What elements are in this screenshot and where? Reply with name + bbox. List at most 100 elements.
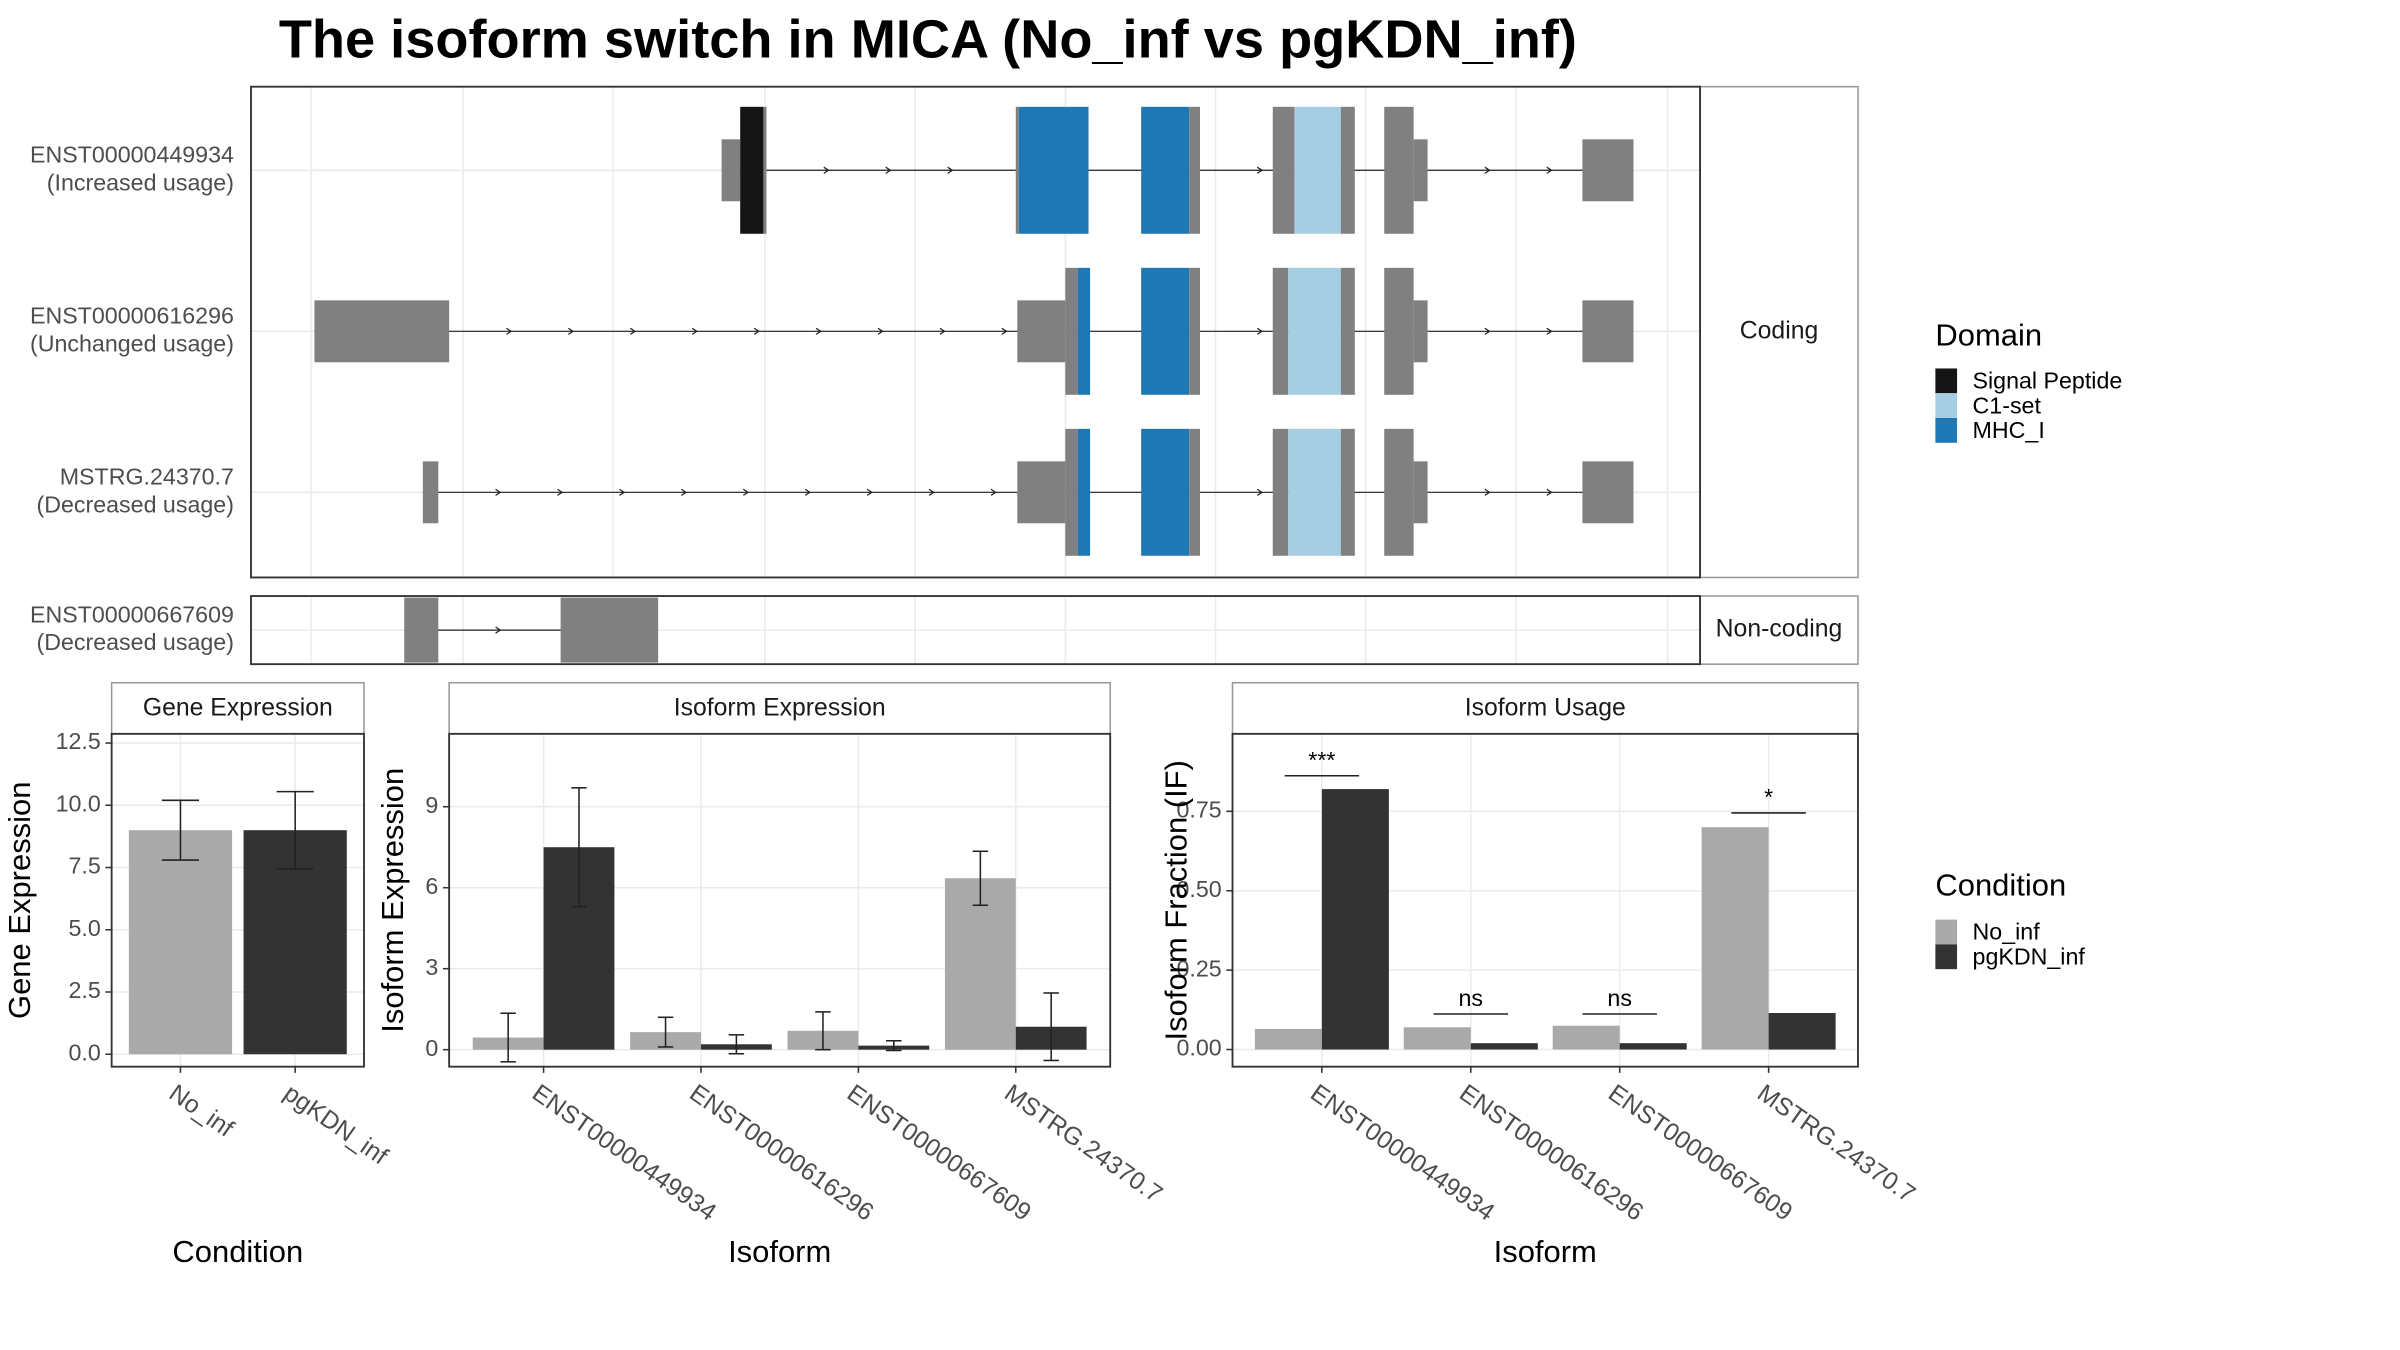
domain-exon xyxy=(1288,267,1341,395)
significance-label: * xyxy=(1764,784,1773,810)
significance-label: ns xyxy=(1607,985,1632,1011)
y-tick-label: 3 xyxy=(425,954,438,980)
exon xyxy=(1413,461,1428,524)
panel-border xyxy=(250,595,1701,666)
bar xyxy=(1552,1025,1620,1050)
exon xyxy=(1413,300,1428,363)
y-tick-label: 9 xyxy=(425,792,438,818)
y-tick-label: 0.50 xyxy=(1176,876,1221,902)
bar xyxy=(1254,1028,1322,1050)
y-tick-label: 5.0 xyxy=(69,915,101,941)
intron-arrow xyxy=(877,327,884,335)
transcript-label: (Increased usage) xyxy=(47,169,234,195)
intron-arrow xyxy=(1484,327,1491,335)
legend-label: No_inf xyxy=(1973,919,2041,945)
exon xyxy=(1065,428,1078,556)
intron-arrow xyxy=(815,327,822,335)
intron-arrow xyxy=(1001,327,1008,335)
y-tick-label: 0.00 xyxy=(1176,1035,1221,1061)
exon xyxy=(1384,428,1414,556)
legend-label: Signal Peptide xyxy=(1973,368,2123,394)
bar xyxy=(1403,1027,1471,1050)
domain-exon xyxy=(1288,428,1341,556)
exon xyxy=(1065,267,1078,395)
exon xyxy=(1384,267,1414,395)
bar xyxy=(1470,1043,1538,1050)
intron-arrow xyxy=(495,488,502,496)
strip-label: Isoform Usage xyxy=(1465,695,1626,722)
exon xyxy=(1189,267,1200,395)
x-tick-label: MSTRG.24370.7 xyxy=(999,1080,1167,1209)
intron-arrow xyxy=(753,327,760,335)
exon xyxy=(1189,428,1200,556)
y-tick-label: 0.0 xyxy=(69,1039,101,1065)
exon xyxy=(1340,106,1355,234)
intron-arrow xyxy=(1256,488,1264,496)
domain-exon xyxy=(1077,428,1091,556)
exon xyxy=(1272,267,1289,395)
intron-arrow xyxy=(928,488,935,496)
intron-arrow xyxy=(1546,166,1553,174)
y-tick-label: 7.5 xyxy=(69,853,101,879)
intron-arrow xyxy=(1484,488,1491,496)
exon xyxy=(763,106,767,234)
strip xyxy=(1699,595,1859,665)
y-tick-label: 2.5 xyxy=(69,977,101,1003)
intron-arrow xyxy=(557,488,564,496)
intron-arrow xyxy=(866,488,873,496)
transcript-name: ENST00000667609 xyxy=(30,601,234,627)
exon xyxy=(1015,106,1019,234)
exon xyxy=(560,597,659,663)
exon xyxy=(1272,428,1289,556)
exon xyxy=(1340,267,1355,395)
intron-arrow xyxy=(506,327,513,335)
exon xyxy=(1340,428,1355,556)
transcript-label: (Decreased usage) xyxy=(36,629,233,655)
intron-arrow xyxy=(1256,327,1264,335)
legend-key xyxy=(1935,418,1958,443)
strip xyxy=(1231,681,1859,735)
panel-border xyxy=(1231,732,1859,1068)
significance-label: ns xyxy=(1459,985,1484,1011)
x-tick-label: No_inf xyxy=(164,1080,238,1143)
legend-title: Condition xyxy=(1935,867,2066,902)
intron-arrow xyxy=(742,488,750,496)
intron-arrow xyxy=(1546,488,1553,496)
legend-key xyxy=(1935,393,1958,419)
legend-key xyxy=(1935,919,1958,945)
y-axis-title: Gene Expression xyxy=(2,782,37,1019)
x-axis-title: Isoform xyxy=(1494,1234,1597,1269)
y-tick-label: 10.0 xyxy=(56,790,101,816)
exon xyxy=(1017,461,1066,524)
legend-title: Domain xyxy=(1935,318,2042,353)
domain-exon xyxy=(1141,106,1190,234)
exon xyxy=(1582,300,1634,363)
legend-key xyxy=(1935,368,1958,394)
x-tick-label: pgKDN_inf xyxy=(279,1080,393,1171)
panel-border xyxy=(250,85,1701,579)
bar xyxy=(1701,827,1769,1050)
exon xyxy=(1582,461,1634,524)
intron-arrow xyxy=(1256,166,1264,174)
intron-arrow xyxy=(939,327,946,335)
exon xyxy=(1189,106,1200,234)
intron-arrow xyxy=(804,488,811,496)
legend-key xyxy=(1935,944,1958,970)
exon xyxy=(1272,106,1295,234)
intron-arrow xyxy=(691,327,698,335)
bar xyxy=(1619,1043,1687,1050)
intron-arrow xyxy=(947,166,954,174)
intron-arrow xyxy=(990,488,997,496)
panel-border xyxy=(110,732,365,1068)
intron-arrow xyxy=(629,327,637,335)
strip-label: Coding xyxy=(1740,318,1818,345)
strip-label: Non-coding xyxy=(1716,616,1843,643)
bar xyxy=(1768,1013,1836,1050)
y-tick-label: 12.5 xyxy=(56,728,101,754)
domain-exon xyxy=(740,106,764,234)
exon xyxy=(1384,106,1414,234)
exon xyxy=(721,139,741,202)
strip-label: Isoform Expression xyxy=(674,695,886,722)
